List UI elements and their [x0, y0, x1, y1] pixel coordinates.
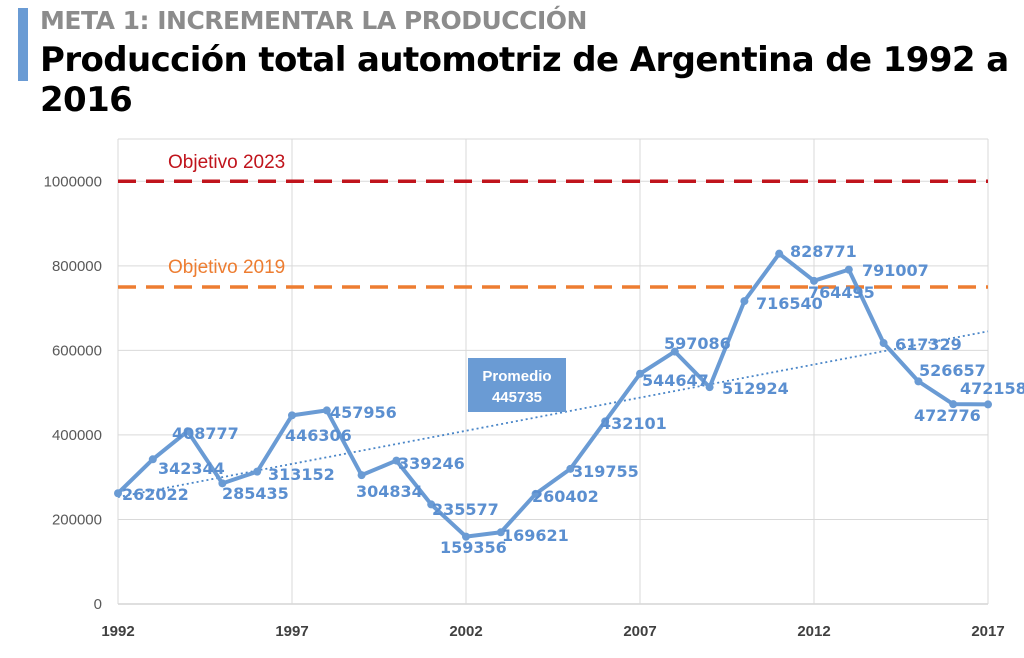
data-label: 828771: [790, 242, 857, 261]
average-label: Promedio: [482, 368, 551, 385]
data-point: [496, 528, 505, 537]
data-label: 235577: [432, 500, 499, 519]
data-point: [357, 471, 366, 480]
data-label: 716540: [756, 294, 823, 313]
data-label: 169621: [502, 526, 569, 545]
data-label: 319755: [572, 462, 639, 481]
average-box: [468, 358, 566, 412]
data-point: [984, 400, 992, 409]
data-label: 262022: [122, 485, 189, 504]
y-tick-label: 600000: [52, 342, 102, 359]
data-point: [740, 297, 749, 306]
data-point: [636, 369, 644, 378]
data-point: [705, 383, 714, 392]
data-point: [114, 489, 122, 498]
data-label: 544647: [642, 371, 709, 390]
y-tick-label: 1000000: [44, 173, 102, 190]
x-tick-label: 1997: [275, 623, 308, 640]
data-point: [462, 532, 470, 541]
data-label: 526657: [919, 361, 986, 380]
data-label: 260402: [532, 487, 599, 506]
data-point: [183, 427, 192, 436]
data-point: [566, 464, 575, 473]
data-point: [322, 406, 331, 415]
x-tick-label: 1992: [101, 623, 134, 640]
data-point: [601, 417, 610, 426]
page-kicker: META 1: INCREMENTAR LA PRODUCCIÓN: [40, 6, 587, 35]
data-point: [148, 455, 157, 464]
data-label: 472776: [914, 406, 981, 425]
x-tick-label: 2007: [623, 623, 656, 640]
page-title: Producción total automotriz de Argentina…: [40, 40, 1009, 120]
data-point: [949, 400, 958, 409]
y-tick-label: 0: [94, 596, 102, 613]
series-line: [116, 251, 989, 539]
data-label: 472158: [960, 379, 1024, 398]
average-value: 445735: [492, 389, 542, 406]
y-tick-label: 400000: [52, 427, 102, 444]
reference-line-label: Objetivo 2023: [168, 152, 285, 173]
data-label: 764495: [808, 283, 875, 302]
data-label: 339246: [398, 454, 465, 473]
data-label: 597086: [664, 334, 731, 353]
data-label: 446306: [285, 426, 352, 445]
data-point: [392, 456, 401, 465]
data-point: [531, 489, 540, 498]
data-label: 457956: [330, 403, 397, 422]
y-tick-label: 800000: [52, 258, 102, 275]
data-point: [775, 249, 784, 258]
data-point: [253, 467, 262, 476]
data-point: [914, 377, 923, 386]
data-point: [427, 500, 436, 509]
data-label: 304834: [356, 482, 423, 501]
data-label: 791007: [862, 261, 929, 280]
data-label: 512924: [722, 379, 789, 398]
x-tick-label: 2002: [449, 623, 482, 640]
data-point: [288, 411, 296, 420]
data-label: 408777: [172, 424, 239, 443]
data-label: 159356: [440, 538, 507, 557]
reference-line-label: Objetivo 2019: [168, 257, 285, 278]
data-label: 285435: [222, 484, 289, 503]
x-tick-label: 2012: [797, 623, 830, 640]
data-point: [879, 339, 888, 348]
x-tick-label: 2017: [971, 623, 1004, 640]
data-point: [670, 347, 679, 356]
data-label: 313152: [268, 465, 335, 484]
data-point: [844, 265, 853, 274]
y-tick-label: 200000: [52, 511, 102, 528]
accent-bar: [18, 8, 28, 81]
data-label: 617329: [895, 335, 962, 354]
data-point: [218, 479, 227, 488]
data-label: 432101: [600, 414, 667, 433]
trendline: [117, 330, 989, 498]
data-point: [810, 276, 818, 285]
data-label: 342344: [158, 459, 225, 478]
